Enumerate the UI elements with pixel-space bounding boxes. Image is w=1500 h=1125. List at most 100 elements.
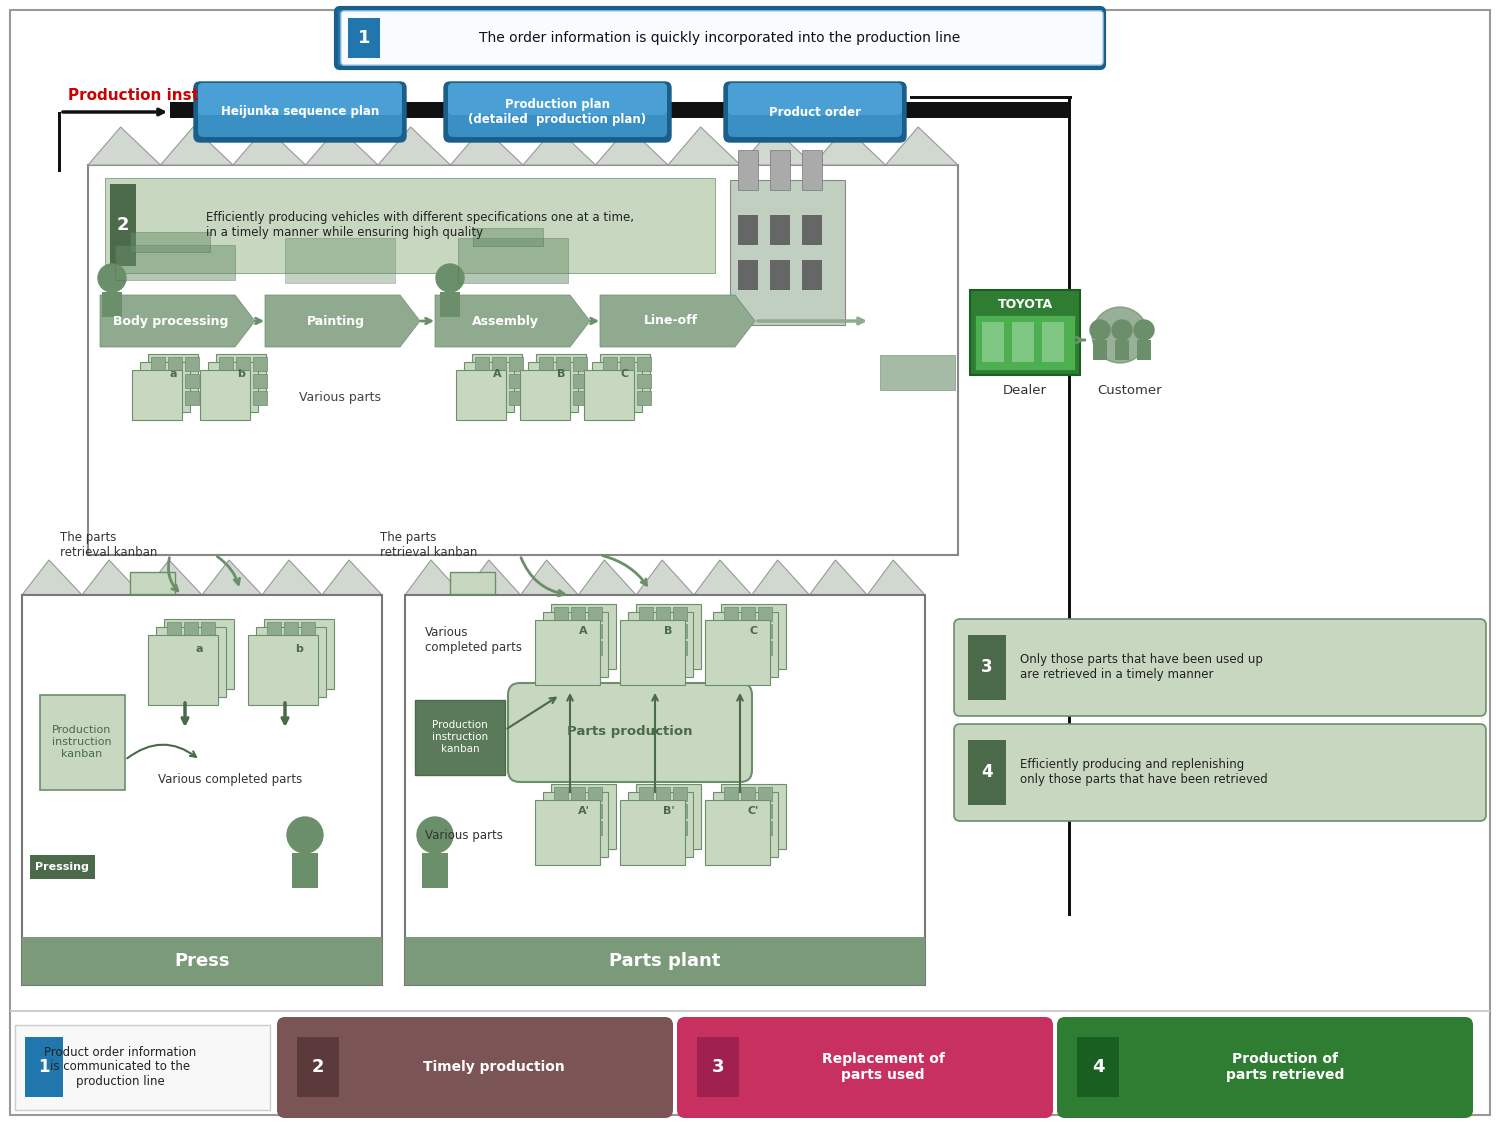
Circle shape — [436, 264, 463, 292]
Bar — [509, 357, 524, 371]
FancyBboxPatch shape — [954, 724, 1486, 821]
Polygon shape — [82, 560, 142, 595]
FancyBboxPatch shape — [724, 82, 906, 142]
Bar — [509, 392, 524, 405]
Bar — [297, 1037, 339, 1097]
Bar — [267, 656, 280, 670]
Bar — [741, 608, 754, 621]
Bar — [184, 392, 200, 405]
Bar — [164, 619, 234, 688]
Polygon shape — [813, 127, 885, 165]
Polygon shape — [378, 127, 450, 165]
Polygon shape — [520, 560, 579, 595]
Bar — [284, 656, 298, 670]
Text: Various parts: Various parts — [298, 392, 381, 405]
Text: Production of
parts retrieved: Production of parts retrieved — [1226, 1052, 1344, 1082]
Polygon shape — [322, 560, 382, 595]
Bar — [674, 788, 687, 801]
Bar — [738, 260, 758, 290]
Polygon shape — [752, 560, 810, 595]
Bar — [543, 792, 608, 857]
Bar — [105, 178, 716, 273]
Text: Production instruction: Production instruction — [68, 88, 260, 102]
Bar — [758, 804, 772, 818]
Text: Assembly: Assembly — [472, 315, 540, 327]
Bar — [284, 639, 298, 652]
Bar — [573, 392, 586, 405]
Bar — [464, 362, 514, 412]
Bar — [88, 165, 959, 555]
Text: 2: 2 — [117, 216, 129, 234]
Bar — [476, 357, 489, 371]
Bar — [620, 620, 686, 685]
Circle shape — [1134, 319, 1154, 340]
Bar — [440, 292, 460, 317]
Bar — [638, 392, 651, 405]
Bar — [556, 357, 570, 371]
Bar — [770, 260, 790, 290]
Bar — [148, 634, 217, 705]
Bar — [724, 788, 738, 801]
Bar — [550, 784, 616, 849]
Text: a: a — [195, 644, 202, 654]
Bar — [184, 622, 198, 636]
Polygon shape — [266, 295, 420, 346]
Polygon shape — [867, 560, 925, 595]
Bar — [102, 292, 122, 317]
Bar — [201, 656, 214, 670]
Text: Press: Press — [174, 952, 230, 970]
Bar — [405, 595, 926, 986]
Bar — [201, 622, 214, 636]
Bar — [219, 374, 232, 388]
Bar — [724, 821, 738, 835]
Text: 4: 4 — [981, 763, 993, 781]
Text: The parts
retrieval kanban: The parts retrieval kanban — [60, 531, 158, 559]
Bar — [152, 357, 165, 371]
Circle shape — [1090, 319, 1110, 340]
Bar — [219, 392, 232, 405]
Text: b: b — [237, 369, 244, 379]
Bar — [620, 357, 634, 371]
Bar — [674, 624, 687, 638]
Bar — [166, 639, 182, 652]
Bar — [1094, 340, 1107, 360]
Bar — [722, 604, 786, 669]
Text: Heijunka sequence plan: Heijunka sequence plan — [220, 106, 380, 118]
Bar — [236, 392, 250, 405]
Bar — [168, 357, 182, 371]
Text: Production
instruction
kanban: Production instruction kanban — [53, 726, 112, 758]
Polygon shape — [668, 127, 741, 165]
Bar — [476, 374, 489, 388]
Bar — [554, 821, 568, 835]
FancyBboxPatch shape — [194, 82, 406, 142]
Bar — [572, 788, 585, 801]
Polygon shape — [450, 127, 524, 165]
FancyBboxPatch shape — [728, 83, 902, 137]
Bar — [573, 357, 586, 371]
Polygon shape — [600, 295, 754, 346]
Bar — [620, 800, 686, 865]
Bar — [1114, 340, 1130, 360]
FancyBboxPatch shape — [954, 619, 1486, 716]
Bar — [588, 788, 602, 801]
Polygon shape — [435, 295, 590, 346]
Bar — [712, 612, 778, 677]
Text: TOYOTA: TOYOTA — [998, 298, 1053, 312]
Bar — [656, 804, 670, 818]
Text: The parts
retrieval kanban: The parts retrieval kanban — [380, 531, 477, 559]
Circle shape — [286, 817, 322, 853]
Text: 3: 3 — [711, 1058, 724, 1076]
Bar — [741, 624, 754, 638]
Text: Efficiently producing vehicles with different specifications one at a time,
in a: Efficiently producing vehicles with diff… — [206, 212, 634, 238]
Bar — [184, 639, 198, 652]
Bar — [256, 627, 326, 698]
Bar — [656, 788, 670, 801]
Bar — [40, 695, 125, 790]
FancyBboxPatch shape — [1058, 1017, 1473, 1118]
Bar — [758, 641, 772, 655]
Bar — [509, 374, 524, 388]
Bar — [254, 357, 267, 371]
Text: Dealer: Dealer — [1004, 384, 1047, 396]
Bar — [638, 357, 651, 371]
Text: Replacement of
parts used: Replacement of parts used — [822, 1052, 945, 1082]
